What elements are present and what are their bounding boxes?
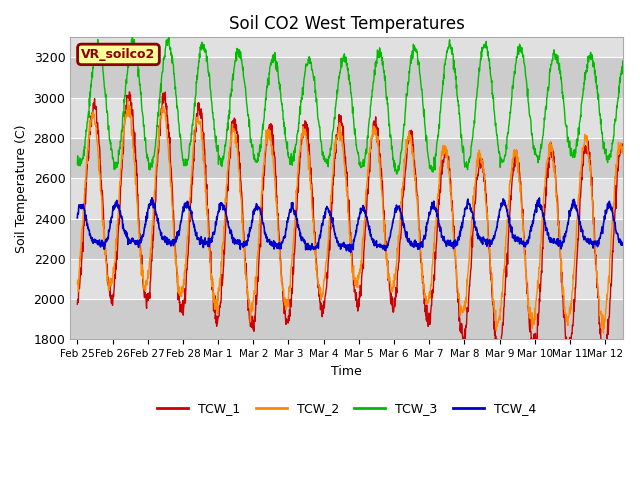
TCW_3: [328, 137, 336, 143]
TCW_3: [129, 33, 136, 39]
TCW_2: [362, 198, 369, 204]
TCW_2: [461, 299, 469, 305]
TCW_2: [175, 282, 182, 288]
TCW_4: [347, 250, 355, 255]
TCW_1: [328, 200, 336, 205]
TCW_3: [362, 149, 369, 155]
TCW_4: [462, 206, 470, 212]
TCW_4: [74, 215, 81, 221]
TCW_1: [461, 332, 469, 337]
Bar: [70, 58, 623, 98]
TCW_2: [600, 330, 607, 336]
Legend: TCW_1, TCW_2, TCW_3, TCW_4: TCW_1, TCW_2, TCW_3, TCW_4: [152, 397, 541, 420]
TCW_2: [328, 181, 336, 187]
TCW_1: [74, 301, 81, 307]
Bar: [70, 299, 623, 339]
TCW_2: [636, 322, 640, 327]
Title: Soil CO2 West Temperatures: Soil CO2 West Temperatures: [228, 15, 465, 33]
Bar: [70, 259, 623, 299]
Text: VR_soilco2: VR_soilco2: [81, 48, 156, 61]
TCW_4: [600, 213, 608, 219]
X-axis label: Time: Time: [331, 365, 362, 378]
TCW_3: [393, 171, 401, 177]
Bar: [70, 218, 623, 259]
Line: TCW_3: TCW_3: [77, 36, 640, 174]
TCW_4: [362, 214, 370, 219]
Bar: [70, 138, 623, 178]
TCW_3: [600, 146, 608, 152]
TCW_3: [636, 148, 640, 154]
TCW_2: [600, 319, 608, 324]
TCW_1: [636, 351, 640, 357]
TCW_1: [362, 225, 369, 230]
TCW_2: [84, 147, 92, 153]
TCW_4: [175, 233, 182, 239]
TCW_3: [84, 114, 92, 120]
TCW_4: [636, 216, 640, 221]
TCW_1: [84, 158, 92, 164]
Line: TCW_4: TCW_4: [77, 198, 640, 252]
TCW_4: [328, 220, 336, 226]
Line: TCW_1: TCW_1: [77, 92, 640, 373]
TCW_4: [84, 225, 92, 231]
TCW_3: [74, 161, 81, 167]
TCW_1: [600, 342, 608, 348]
TCW_4: [148, 195, 156, 201]
TCW_1: [634, 371, 640, 376]
TCW_3: [462, 162, 470, 168]
Bar: [70, 178, 623, 218]
TCW_2: [74, 281, 81, 287]
Line: TCW_2: TCW_2: [77, 99, 640, 333]
TCW_3: [175, 117, 182, 122]
Bar: [70, 98, 623, 138]
TCW_1: [125, 89, 133, 95]
TCW_2: [124, 96, 131, 102]
TCW_1: [175, 282, 182, 288]
Y-axis label: Soil Temperature (C): Soil Temperature (C): [15, 124, 28, 252]
